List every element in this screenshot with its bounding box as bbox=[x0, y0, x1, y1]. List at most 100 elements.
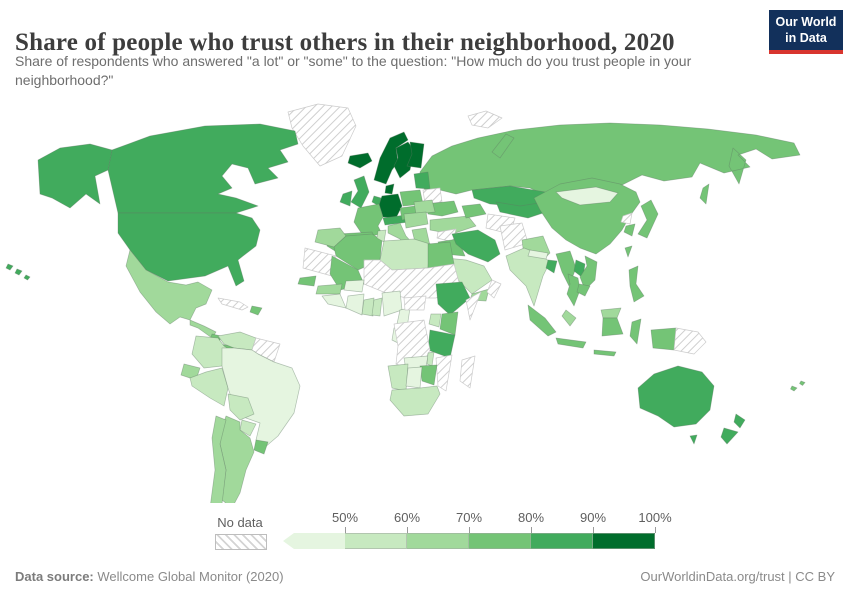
world-map-container bbox=[0, 98, 850, 509]
country-togo-benin[interactable] bbox=[371, 297, 383, 317]
country-sumatra[interactable] bbox=[527, 304, 557, 337]
owid-logo-line1: Our World bbox=[775, 15, 837, 29]
country-madagascar[interactable] bbox=[459, 355, 476, 389]
country-svalbard[interactable] bbox=[467, 110, 503, 129]
country-mongolia[interactable] bbox=[555, 186, 619, 206]
legend-tick-label: 70% bbox=[455, 510, 483, 525]
country-malawi[interactable] bbox=[426, 351, 435, 367]
country-somalia[interactable] bbox=[465, 291, 482, 321]
legend-bin-lt50[interactable] bbox=[283, 533, 345, 549]
country-fiji[interactable] bbox=[790, 380, 806, 392]
country-burkina[interactable] bbox=[343, 279, 365, 293]
country-paraguay[interactable] bbox=[239, 419, 257, 437]
country-india[interactable] bbox=[505, 247, 551, 307]
country-ireland[interactable] bbox=[339, 190, 353, 207]
country-ethiopia[interactable] bbox=[435, 281, 471, 316]
owid-footer-link[interactable]: OurWorldinData.org/trust | CC BY bbox=[640, 569, 835, 584]
country-alaska[interactable] bbox=[37, 143, 113, 209]
country-canada[interactable] bbox=[107, 123, 299, 214]
country-romania[interactable] bbox=[413, 199, 436, 215]
country-zimbabwe[interactable] bbox=[419, 364, 438, 386]
country-mozambique[interactable] bbox=[435, 354, 453, 392]
country-kenya[interactable] bbox=[439, 311, 459, 336]
country-senegal[interactable] bbox=[297, 275, 317, 287]
country-philippines[interactable] bbox=[628, 265, 645, 303]
country-south-africa[interactable] bbox=[389, 385, 441, 417]
country-denmark[interactable] bbox=[384, 183, 395, 195]
country-sulawesi[interactable] bbox=[629, 318, 642, 345]
country-uganda[interactable] bbox=[428, 313, 442, 328]
country-greenland[interactable] bbox=[287, 103, 357, 167]
chart-footer: Data source: Wellcome Global Monitor (20… bbox=[15, 569, 835, 584]
country-car[interactable] bbox=[403, 295, 427, 311]
country-peru[interactable] bbox=[189, 367, 229, 407]
legend-no-data-label: No data bbox=[217, 515, 263, 530]
legend-color-bar: 50% 60% 70% 80% 90% 100% bbox=[283, 510, 672, 549]
country-libya[interactable] bbox=[379, 238, 431, 271]
country-iceland[interactable] bbox=[347, 152, 373, 169]
country-borneo-id[interactable] bbox=[601, 317, 624, 337]
country-cuba[interactable] bbox=[217, 297, 249, 311]
legend-tick-label: 90% bbox=[579, 510, 607, 525]
country-bolivia[interactable] bbox=[227, 393, 255, 421]
country-hispaniola[interactable] bbox=[249, 305, 263, 316]
legend-tick bbox=[407, 527, 408, 533]
country-mexico[interactable] bbox=[125, 249, 213, 325]
country-south-korea[interactable] bbox=[623, 223, 636, 237]
owid-logo-line2: in Data bbox=[785, 30, 827, 45]
country-ivory-coast[interactable] bbox=[345, 293, 365, 316]
legend-tick-label: 50% bbox=[331, 510, 359, 525]
legend-bin-60-70[interactable] bbox=[407, 533, 469, 549]
chart-subtitle: Share of respondents who answered "a lot… bbox=[15, 53, 692, 89]
country-borneo-my[interactable] bbox=[600, 307, 622, 319]
country-uk[interactable] bbox=[350, 175, 370, 209]
country-taiwan[interactable] bbox=[624, 245, 633, 258]
country-egypt[interactable] bbox=[427, 241, 455, 269]
country-russia[interactable] bbox=[419, 122, 801, 205]
country-namibia[interactable] bbox=[387, 363, 409, 392]
data-source-label: Data source: bbox=[15, 569, 94, 584]
country-guinea[interactable] bbox=[315, 283, 343, 295]
country-finland[interactable] bbox=[406, 141, 425, 169]
country-chile[interactable] bbox=[209, 415, 227, 509]
country-australia[interactable] bbox=[637, 365, 715, 445]
country-uruguay[interactable] bbox=[253, 439, 269, 455]
country-nepal[interactable] bbox=[527, 249, 549, 260]
country-malaysia[interactable] bbox=[561, 309, 577, 327]
country-north-korea[interactable] bbox=[620, 212, 633, 225]
country-balkans[interactable] bbox=[403, 211, 429, 229]
legend-no-data-swatch[interactable] bbox=[215, 534, 267, 550]
legend-bin-70-80[interactable] bbox=[469, 533, 531, 549]
legend-bin-80-90[interactable] bbox=[531, 533, 593, 549]
country-lesser-sunda[interactable] bbox=[593, 349, 617, 357]
country-sierra-liberia[interactable] bbox=[321, 293, 347, 309]
country-png[interactable] bbox=[673, 327, 707, 355]
legend-bin-50-60[interactable] bbox=[345, 533, 407, 549]
country-nigeria[interactable] bbox=[381, 290, 403, 317]
country-oman-uae[interactable] bbox=[486, 279, 502, 299]
country-norway[interactable] bbox=[373, 131, 409, 185]
country-belarus[interactable] bbox=[422, 187, 443, 205]
country-caucasus[interactable] bbox=[461, 203, 487, 219]
country-japan[interactable] bbox=[637, 199, 659, 239]
country-west-papua[interactable] bbox=[650, 327, 677, 351]
country-new-zealand[interactable] bbox=[720, 413, 746, 445]
country-cambodia[interactable] bbox=[576, 283, 591, 297]
country-sweden[interactable] bbox=[393, 141, 415, 179]
country-turkey[interactable] bbox=[429, 215, 477, 235]
country-france[interactable] bbox=[353, 203, 384, 238]
country-hawaii[interactable] bbox=[5, 263, 31, 281]
owid-logo[interactable]: Our World in Data bbox=[769, 10, 843, 55]
legend-bin-90-100[interactable] bbox=[593, 533, 655, 549]
country-botswana[interactable] bbox=[405, 366, 423, 389]
country-java[interactable] bbox=[555, 337, 587, 349]
legend-tick bbox=[655, 527, 656, 533]
country-baltics[interactable] bbox=[413, 171, 431, 190]
country-ghana[interactable] bbox=[361, 297, 375, 317]
country-bangladesh[interactable] bbox=[545, 259, 558, 274]
data-source-note: Data source: Wellcome Global Monitor (20… bbox=[15, 569, 284, 584]
country-thailand[interactable] bbox=[566, 273, 581, 307]
country-iran[interactable] bbox=[451, 229, 501, 263]
choropleth-world-map bbox=[5, 103, 806, 509]
